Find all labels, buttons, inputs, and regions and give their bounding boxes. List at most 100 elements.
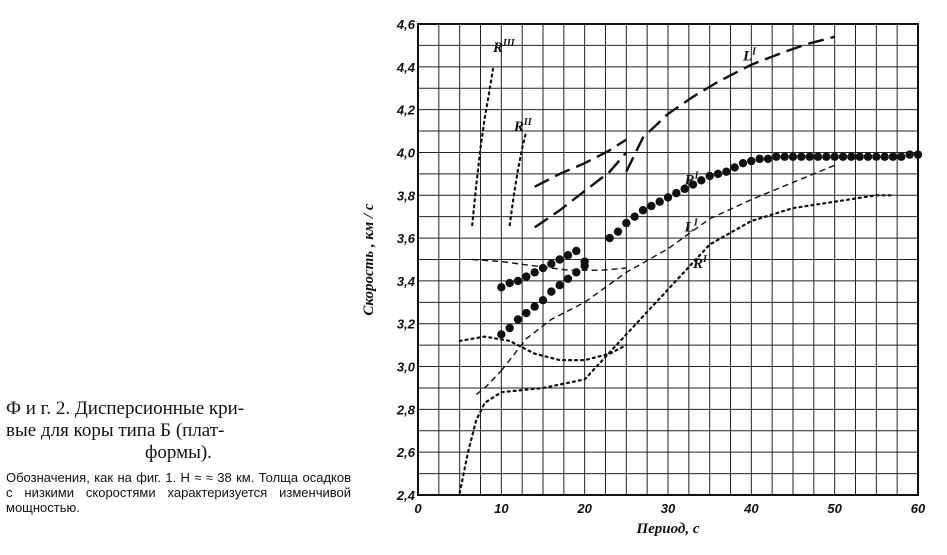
data-point [622,218,631,228]
data-point [797,152,806,161]
data-point [572,268,581,277]
series-0-line [471,67,495,227]
data-point [497,330,506,339]
data-point [872,152,881,161]
data-point [647,201,656,211]
data-point [530,268,539,277]
data-point [572,246,581,256]
data-point [780,152,789,161]
data-point [605,233,614,243]
data-point [563,274,573,283]
plot-frame [417,23,919,496]
y-tick-label: 3,4 [397,274,416,289]
caption-title-line3: формы). [145,442,212,463]
tick-labels: 0 10 20 30 40 50 60 2,4 2,6 2,8 3,0 3,2 3,4 3,6 3,8 4,0… [396,17,926,516]
data-point [905,150,914,159]
data-point [813,152,823,161]
data-point [522,308,531,318]
data-point [655,197,664,206]
series-label: LI [742,46,757,64]
y-tick-label: 3,2 [397,317,416,332]
y-tick-label: 3,6 [397,231,416,246]
data-point [513,315,523,324]
series-5-points [497,150,923,292]
series-1-line [508,129,528,227]
data-point [547,259,556,268]
y-tick-label: 2,8 [396,402,416,417]
data-point [830,152,839,161]
caption-title-line1: Ф и г. 2. Дисперсионные кри- [6,398,245,419]
series-8-line [472,258,627,271]
x-tick-label: 10 [494,501,509,516]
x-tick-label: 40 [743,501,759,516]
y-tick-label: 2,4 [396,488,416,503]
data-point [513,276,523,286]
x-tick-label: 0 [414,501,422,516]
x-tick-label: 30 [661,501,676,516]
data-point [663,193,673,202]
y-tick-label: 4,6 [396,17,416,32]
data-point [538,263,548,273]
y-tick-label: 3,8 [397,188,416,203]
grid-lines [417,23,919,496]
series-label: RI [684,171,700,189]
data-point [730,163,739,172]
series-group [458,35,923,494]
series-11-line [458,194,895,494]
data-point [763,154,773,164]
y-tick-label: 2,6 [396,445,416,460]
data-point [555,255,564,264]
data-point [538,295,548,305]
series-4-line [625,35,836,173]
data-point [555,280,564,290]
x-tick-label: 20 [576,501,592,516]
series-label: LI [684,218,699,236]
x-tick-label: 50 [827,501,842,516]
y-tick-label: 3,0 [397,360,416,375]
data-point [630,212,639,221]
data-point [713,169,723,179]
y-tick-label: 4,4 [396,60,416,75]
series-9-line [475,370,502,395]
series-3-line [534,151,628,229]
series-label: RIII [492,38,516,56]
x-axis-title: Период, с [635,521,699,537]
data-point [913,150,923,159]
data-point [505,278,514,288]
data-point [722,167,731,176]
data-point [788,152,798,161]
figure-caption: Ф и г. 2. Дисперсионные кри- вые для кор… [6,398,351,515]
series-label: RII [513,117,533,135]
data-point [638,206,648,215]
y-tick-label: 4,0 [396,145,416,160]
data-point [547,287,556,296]
data-point [838,152,848,161]
data-point [613,227,623,236]
series-label: RI [692,254,708,272]
data-point [522,272,531,281]
series-2-line [534,138,627,188]
data-point [755,154,764,164]
data-point [705,171,714,181]
data-point [497,283,506,292]
data-point [822,152,831,161]
data-point [747,156,756,166]
data-point [772,152,781,161]
series-10-line [458,335,628,362]
data-point [888,152,898,161]
data-point [530,302,539,311]
data-point [680,184,689,194]
series-7-line [500,164,835,372]
data-point [863,152,873,161]
data-point [847,152,856,161]
data-point [672,188,681,198]
data-point [880,152,889,161]
data-point [688,180,698,189]
series-6-points [497,261,589,339]
data-point [697,176,706,185]
data-point [563,251,573,260]
data-point [805,152,814,161]
y-axis-title: Скорость , км / с [361,203,377,316]
caption-title-line2: вые для коры типа Б (плат- [6,420,225,441]
